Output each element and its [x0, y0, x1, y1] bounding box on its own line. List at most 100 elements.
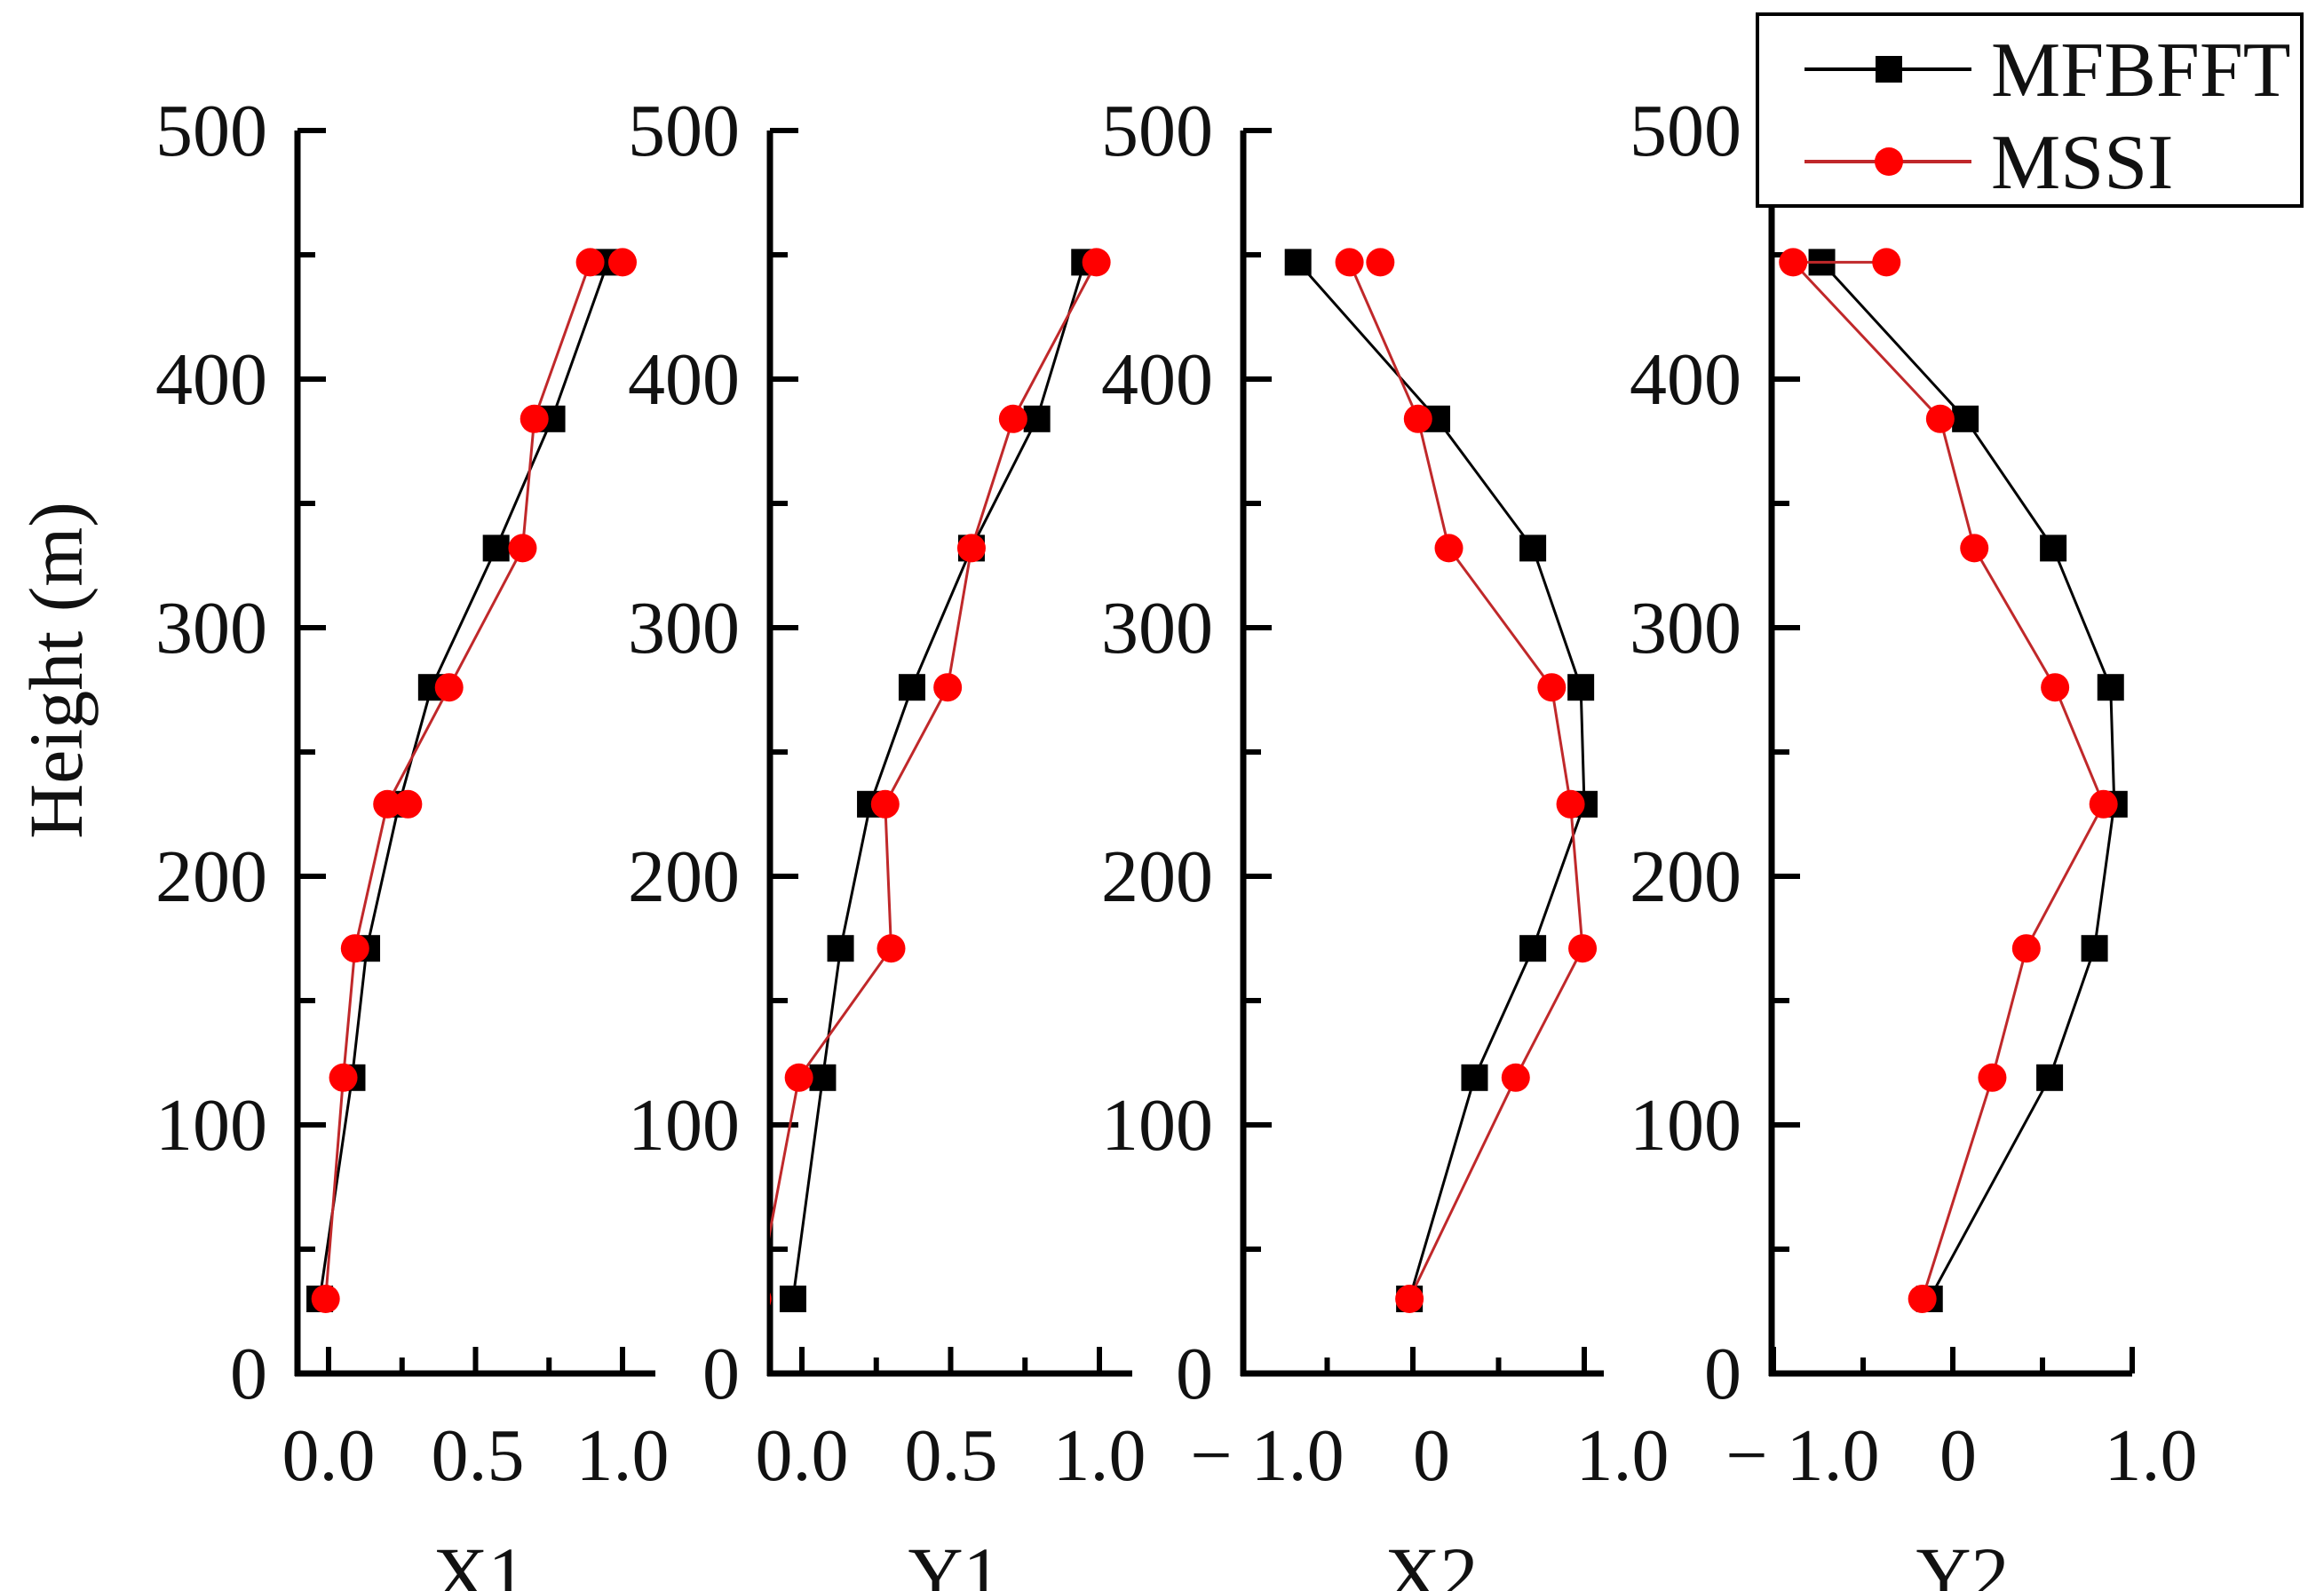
y-tick-label: 200 — [155, 835, 267, 918]
marker-square — [2081, 935, 2108, 962]
y-tick-label: 200 — [1630, 835, 1741, 918]
legend-item-mfbfft: MFBFFT — [1804, 28, 2291, 114]
circle-marker-icon — [1875, 147, 1903, 176]
marker-circle — [520, 404, 549, 433]
marker-square — [1284, 249, 1312, 276]
marker-circle — [2041, 673, 2070, 702]
marker-circle — [393, 789, 423, 819]
marker-square — [1519, 935, 1547, 962]
marker-circle — [434, 673, 464, 702]
marker-circle — [1082, 248, 1111, 277]
x-tick-label: 0 — [1939, 1414, 1977, 1497]
y-tick-label: 100 — [1630, 1084, 1741, 1167]
marker-circle — [1960, 534, 1989, 563]
marker-circle — [1403, 404, 1432, 433]
marker-circle — [1872, 248, 1901, 277]
plot-area — [1284, 248, 1598, 1313]
panels: 0 100 200 300 400 500 0.0 0.5 1.0 X1 0 100 200 300 400… — [155, 90, 2198, 1591]
x-tick-label: 0.0 — [756, 1414, 849, 1497]
marker-square — [482, 534, 510, 562]
plot-area — [1779, 248, 2128, 1313]
marker-circle — [1556, 789, 1585, 819]
series-line-mssi — [1348, 261, 1584, 1300]
y-tick-label: 500 — [1630, 90, 1741, 172]
marker-circle — [373, 789, 402, 819]
y-tick-label: 0 — [230, 1333, 267, 1415]
marker-circle — [1925, 404, 1955, 433]
marker-square — [827, 935, 854, 962]
x-tick-label: 1.0 — [576, 1414, 670, 1497]
marker-circle — [2011, 934, 2041, 963]
marker-square — [779, 1286, 806, 1312]
series-line-mfbfft — [1820, 261, 2116, 1300]
y-tick-label: 100 — [1101, 1084, 1213, 1167]
marker-circle — [876, 934, 906, 963]
marker-square — [1023, 405, 1051, 432]
marker-square — [809, 1064, 837, 1091]
marker-circle — [1501, 1063, 1530, 1092]
y-tick-label: 400 — [155, 338, 267, 421]
marker-circle — [1366, 248, 1395, 277]
x-tick-label: 1.0 — [1576, 1414, 1670, 1497]
marker-circle — [1779, 248, 1808, 277]
marker-circle — [1434, 534, 1463, 563]
x-tick-label: − 1.0 — [1190, 1414, 1344, 1497]
marker-square — [1461, 1064, 1488, 1091]
marker-circle — [770, 1292, 772, 1306]
y-tick-label: 200 — [1101, 835, 1213, 918]
marker-square — [898, 674, 925, 701]
marker-circle — [340, 934, 369, 963]
series-line-mfbfft — [791, 261, 1086, 1300]
marker-square — [2036, 1064, 2064, 1091]
marker-circle — [1568, 934, 1598, 963]
y-tick-label: 300 — [155, 587, 267, 669]
panel-x1: 0 100 200 300 400 500 0.0 0.5 1.0 X1 — [155, 90, 670, 1591]
series-line-mfbfft — [318, 261, 609, 1300]
marker-square — [1519, 534, 1547, 562]
y-tick-label: 400 — [1630, 338, 1741, 421]
y-tick-label: 400 — [628, 338, 740, 421]
legend-label: MFBFFT — [1991, 28, 2291, 114]
series-line-mssi — [770, 261, 1098, 1239]
marker-square — [2097, 674, 2124, 701]
y-tick-label: 0 — [1704, 1333, 1741, 1415]
x-tick-label: 0.5 — [905, 1414, 998, 1497]
y-tick-label: 100 — [155, 1084, 267, 1167]
series-line-mssi — [1792, 261, 2106, 1300]
legend-box — [1756, 12, 2304, 208]
marker-square — [1567, 674, 1595, 701]
plot-area — [306, 248, 637, 1313]
y-tick-label: 400 — [1101, 338, 1213, 421]
y-tick-label: 300 — [1101, 587, 1213, 669]
x-tick-label: 1.0 — [1053, 1414, 1146, 1497]
x-axis-title: Y1 — [908, 1532, 1001, 1591]
y-tick-label: 300 — [1630, 587, 1741, 669]
series-line-mssi — [324, 261, 592, 1300]
marker-circle — [608, 248, 637, 277]
y-tick-label: 500 — [155, 90, 267, 172]
marker-circle — [1335, 248, 1364, 277]
marker-circle — [2089, 789, 2118, 819]
x-tick-label: 0 — [1413, 1414, 1450, 1497]
marker-square — [1952, 405, 1979, 432]
marker-circle — [784, 1063, 813, 1092]
legend-label: MSSI — [1991, 120, 2173, 206]
x-axis-title: X2 — [1384, 1532, 1478, 1591]
legend-item-mssi: MSSI — [1804, 120, 2173, 206]
marker-circle — [998, 404, 1027, 433]
marker-circle — [1978, 1063, 2007, 1092]
plot-area — [770, 248, 1111, 1312]
marker-circle — [933, 673, 963, 702]
x-tick-label: 1.0 — [2105, 1414, 2198, 1497]
y-tick-label: 300 — [628, 587, 740, 669]
panel-y1: 0 100 200 300 400 500 0.0 0.5 1.0 Y1 — [628, 90, 1146, 1591]
marker-circle — [1395, 1285, 1424, 1313]
marker-circle — [956, 534, 986, 563]
y-axis-title: Height (m) — [13, 502, 99, 839]
x-tick-label: 0.5 — [432, 1414, 525, 1497]
y-tick-label: 100 — [628, 1084, 740, 1167]
marker-circle — [870, 789, 900, 819]
